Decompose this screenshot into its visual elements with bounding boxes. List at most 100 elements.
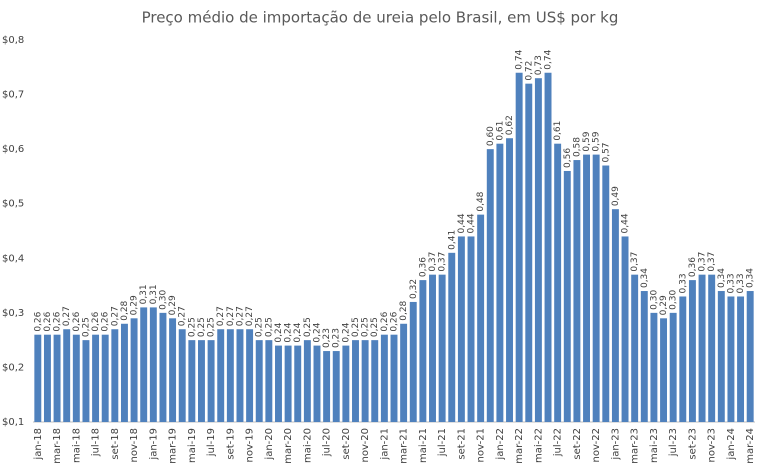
value-label: 0,26: [53, 311, 63, 331]
x-tick-label: jan-19: [148, 428, 159, 461]
bar: [506, 138, 513, 422]
value-label: 0,60: [486, 126, 496, 146]
value-label: 0,26: [43, 311, 53, 331]
chart-title: Preço médio de importação de ureia pelo …: [142, 9, 619, 27]
bar: [679, 296, 687, 422]
bar: [592, 154, 600, 422]
value-label: 0,44: [457, 213, 467, 233]
x-tick-label: nov-18: [129, 428, 140, 462]
value-label: 0,33: [678, 273, 688, 293]
x-tick-label: nov-21: [476, 428, 487, 462]
bar: [631, 274, 639, 422]
y-tick-label: $0,1: [2, 417, 24, 428]
y-tick-label: $0,3: [2, 308, 24, 319]
value-label: 0,44: [621, 213, 631, 233]
value-label: 0,37: [698, 252, 708, 272]
bar: [467, 236, 475, 422]
value-label: 0,29: [130, 295, 140, 315]
bar: [207, 340, 215, 422]
value-label: 0,25: [207, 317, 217, 337]
bar: [188, 340, 196, 422]
value-label: 0,31: [139, 284, 149, 304]
value-label: 0,24: [293, 322, 303, 342]
bar: [371, 340, 379, 422]
bar: [265, 340, 273, 422]
y-tick-label: $0,8: [2, 35, 24, 46]
bar: [448, 252, 456, 422]
value-label: 0,37: [438, 252, 448, 272]
value-label: 0,23: [322, 328, 332, 348]
y-tick-label: $0,4: [2, 253, 24, 264]
bar: [717, 291, 725, 422]
y-tick-label: $0,2: [2, 362, 24, 373]
x-tick-label: nov-19: [245, 428, 256, 462]
bar: [650, 312, 658, 422]
x-tick-label: mai-18: [71, 428, 82, 463]
bar: [313, 345, 321, 422]
bar: [525, 83, 533, 423]
value-label: 0,27: [245, 306, 255, 326]
bar: [621, 236, 629, 422]
value-label: 0,25: [187, 317, 197, 337]
x-tick-label: mai-22: [533, 428, 544, 463]
x-tick-label: mai-23: [649, 428, 660, 463]
value-label: 0,32: [409, 279, 419, 299]
bar: [255, 340, 263, 422]
bar: [400, 323, 408, 422]
value-label: 0,28: [120, 300, 130, 320]
bar: [284, 345, 292, 422]
x-tick-label: mar-22: [514, 428, 525, 464]
value-label: 0,36: [418, 257, 428, 277]
value-label: 0,34: [746, 268, 756, 288]
value-label: 0,33: [736, 273, 746, 293]
value-label: 0,24: [341, 322, 351, 342]
y-tick-label: $0,5: [2, 199, 24, 210]
bar: [43, 334, 51, 422]
x-tick-label: mai-21: [418, 428, 429, 463]
bar: [660, 318, 668, 422]
bar: [602, 165, 610, 422]
x-tick-label: set-18: [110, 428, 121, 460]
value-label: 0,58: [572, 137, 582, 157]
bar: [198, 340, 205, 422]
x-tick-label: mar-18: [52, 428, 63, 464]
x-tick-label: mar-23: [630, 428, 641, 464]
bar: [554, 143, 562, 422]
value-label: 0,36: [688, 257, 698, 277]
value-label: 0,59: [582, 131, 592, 151]
bar: [303, 340, 311, 422]
value-label: 0,61: [495, 121, 505, 141]
value-label: 0,59: [592, 131, 602, 151]
value-label: 0,27: [62, 306, 72, 326]
bar: [669, 312, 677, 422]
x-tick-label: jan-18: [33, 428, 44, 461]
value-label: 0,57: [601, 142, 611, 162]
x-tick-label: nov-23: [707, 428, 718, 462]
bar: [323, 351, 331, 422]
bar: [390, 334, 398, 422]
bar: [217, 329, 225, 422]
bar: [737, 296, 745, 422]
value-label: 0,30: [669, 290, 679, 310]
value-label: 0,62: [505, 115, 515, 135]
bar: [169, 318, 177, 422]
x-tick-label: jan-24: [726, 428, 737, 461]
x-tick-label: jul-21: [437, 428, 448, 457]
bar: [159, 312, 167, 422]
x-tick-label: set-19: [225, 428, 236, 460]
value-label: 0,34: [717, 268, 727, 288]
value-label: 0,26: [33, 311, 43, 331]
x-tick-label: jul-19: [206, 428, 217, 457]
value-label: 0,56: [563, 148, 573, 168]
x-tick-label: set-23: [687, 428, 698, 460]
value-label: 0,49: [611, 186, 621, 206]
bar: [708, 274, 716, 422]
value-label: 0,25: [370, 317, 380, 337]
x-tick-label: jan-22: [495, 428, 506, 461]
bar: [130, 318, 138, 422]
x-tick-label: set-21: [456, 428, 467, 460]
bar: [380, 334, 388, 422]
value-label: 0,31: [149, 284, 159, 304]
bar: [457, 236, 465, 422]
